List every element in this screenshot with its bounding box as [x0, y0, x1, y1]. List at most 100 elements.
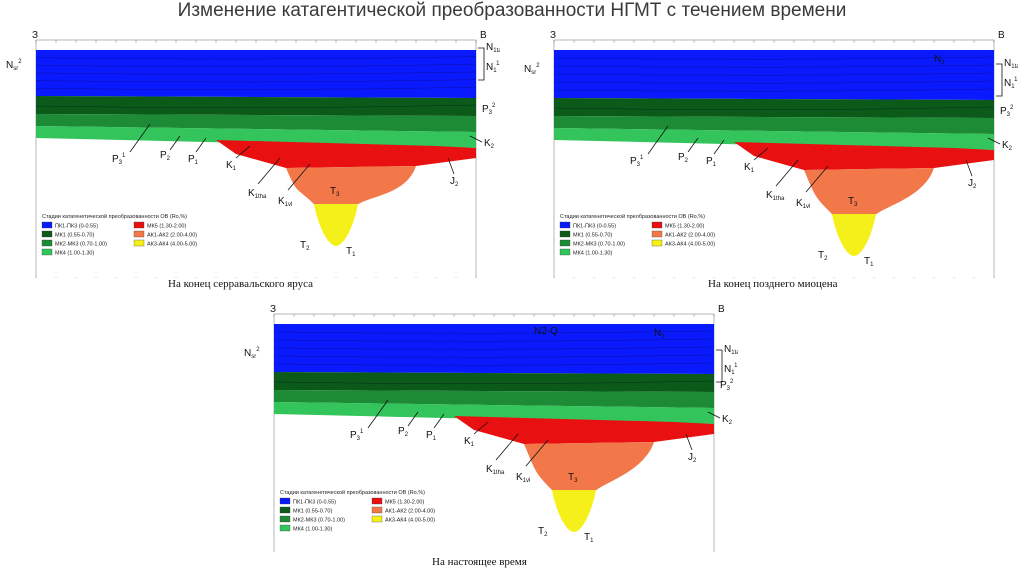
label-t2: T2 [818, 250, 828, 262]
leader-k1vl [805, 165, 829, 193]
label-k1: K1 [464, 436, 475, 448]
layer-mk4 [554, 128, 994, 150]
legend-swatch [371, 506, 383, 514]
label-n1ta: N1ta2 [486, 41, 500, 54]
legend-swatch [279, 524, 291, 532]
horizon-line [553, 56, 995, 60]
legend-swatch [651, 230, 663, 238]
legend-title: Стадии катагенетической преобразованност… [560, 213, 705, 220]
layer-ak3-ak4 [832, 214, 876, 256]
label-t3: T3 [848, 196, 858, 208]
layer-pk [36, 50, 476, 98]
layer-mk5 [734, 142, 994, 170]
label-t1: T1 [346, 246, 356, 258]
horizon-line [553, 88, 995, 92]
cross-section-panel-present: З В Стадии катагенетической преобразованно… [238, 300, 738, 552]
legend-label: МК1 (0.55-0.70) [55, 233, 94, 239]
east-marker: В [718, 304, 725, 315]
label-p1: P1 [188, 154, 199, 166]
legend-swatch [559, 239, 571, 247]
legend-swatch [371, 515, 383, 523]
horizon-line [35, 104, 477, 108]
layer-ak1-ak2 [286, 166, 416, 206]
label-p1: P1 [706, 156, 717, 168]
horizon-line [553, 64, 995, 68]
legend-swatch [559, 248, 571, 256]
label-t3: T3 [330, 186, 340, 198]
layer-mk5 [216, 140, 476, 168]
legend-label: АК1-АК2 (2.00-4.00) [665, 233, 715, 239]
east-marker: В [998, 30, 1005, 41]
legend-label: АК3-АК4 (4.00-5.00) [665, 242, 715, 248]
layer-ak1-ak2 [524, 442, 654, 492]
legend-label: ПК1-ПК3 (0-0.55) [55, 224, 98, 230]
label-t3: T3 [568, 472, 578, 484]
label-n2: N2 [654, 328, 665, 340]
leader-k2 [707, 411, 721, 419]
legend-label: ПК1-ПК3 (0-0.55) [293, 500, 336, 506]
n1-bracket [716, 349, 723, 383]
leader-p3-1 [367, 399, 389, 429]
label-j2: J2 [450, 176, 459, 188]
horizon-line [553, 72, 995, 76]
leader-k1vl [287, 163, 311, 191]
leader-p2 [169, 135, 181, 151]
legend-label: АК3-АК4 (4.00-5.00) [385, 518, 435, 524]
label-t2: T2 [538, 526, 548, 538]
legend-swatch [41, 248, 53, 256]
legend-title: Стадии катагенетической преобразованност… [280, 489, 425, 496]
label-n1sr: Nsr2 [6, 59, 22, 72]
label-n1ta: N1ta2 [1004, 57, 1018, 70]
horizon-line [35, 87, 477, 90]
layer-mk5 [454, 416, 714, 444]
leader-p2 [407, 411, 419, 427]
legend-title: Стадии катагенетической преобразованност… [42, 213, 187, 220]
leader-k1 [753, 147, 769, 161]
legend-label: МК5 (1.30-2.00) [665, 224, 704, 230]
leader-j2 [965, 159, 973, 177]
leader-p1 [195, 137, 207, 153]
leader-k1tha [775, 159, 799, 187]
legend-swatch [133, 230, 145, 238]
legend-label: МК4 (1.00-1.30) [293, 527, 332, 533]
layer-mk1 [554, 98, 994, 118]
caption-serravallian: На конец серравальского яруса [168, 278, 314, 290]
label-n1sr: Nsr2 [524, 63, 540, 76]
caption-late-miocene: На конец позднего миоцена [708, 278, 838, 290]
n1-bracket [996, 63, 1003, 97]
horizon-line [553, 106, 995, 110]
label-n2q: N2-Q [534, 326, 558, 337]
legend-label: МК5 (1.30-2.00) [385, 500, 424, 506]
leader-k1tha [495, 433, 519, 461]
legend-label: ПК1-ПК3 (0-0.55) [573, 224, 616, 230]
horizon-line [35, 79, 477, 83]
legend-label: МК4 (1.00-1.30) [573, 251, 612, 257]
legend-label: АК1-АК2 (2.00-4.00) [385, 509, 435, 515]
leader-p3-1 [129, 123, 151, 153]
leader-j2 [685, 433, 693, 451]
horizon-line [273, 354, 715, 358]
label-t1: T1 [584, 532, 594, 544]
legend-swatch [41, 230, 53, 238]
horizon-line [273, 380, 715, 384]
label-p1: P1 [426, 430, 437, 442]
leader-k1 [235, 145, 251, 159]
legend-swatch [133, 239, 145, 247]
leader-p3-1 [647, 125, 669, 155]
leader-p1 [713, 139, 725, 155]
caption-present: На настоящее время [432, 556, 527, 568]
label-k1: K1 [226, 160, 237, 172]
label-t2: T2 [300, 240, 310, 252]
legend-label: АК3-АК4 (4.00-5.00) [147, 242, 197, 248]
west-marker: З [550, 30, 556, 41]
legend-swatch [279, 506, 291, 514]
legend-swatch [651, 239, 663, 247]
legend-swatch [41, 221, 53, 229]
horizon-line [273, 362, 715, 366]
layer-mk1 [36, 96, 476, 116]
legend-swatch [279, 515, 291, 523]
legend-label: МК4 (1.00-1.30) [55, 251, 94, 257]
horizon-line [273, 330, 715, 334]
leader-j2 [447, 157, 455, 175]
west-marker: З [32, 30, 38, 41]
